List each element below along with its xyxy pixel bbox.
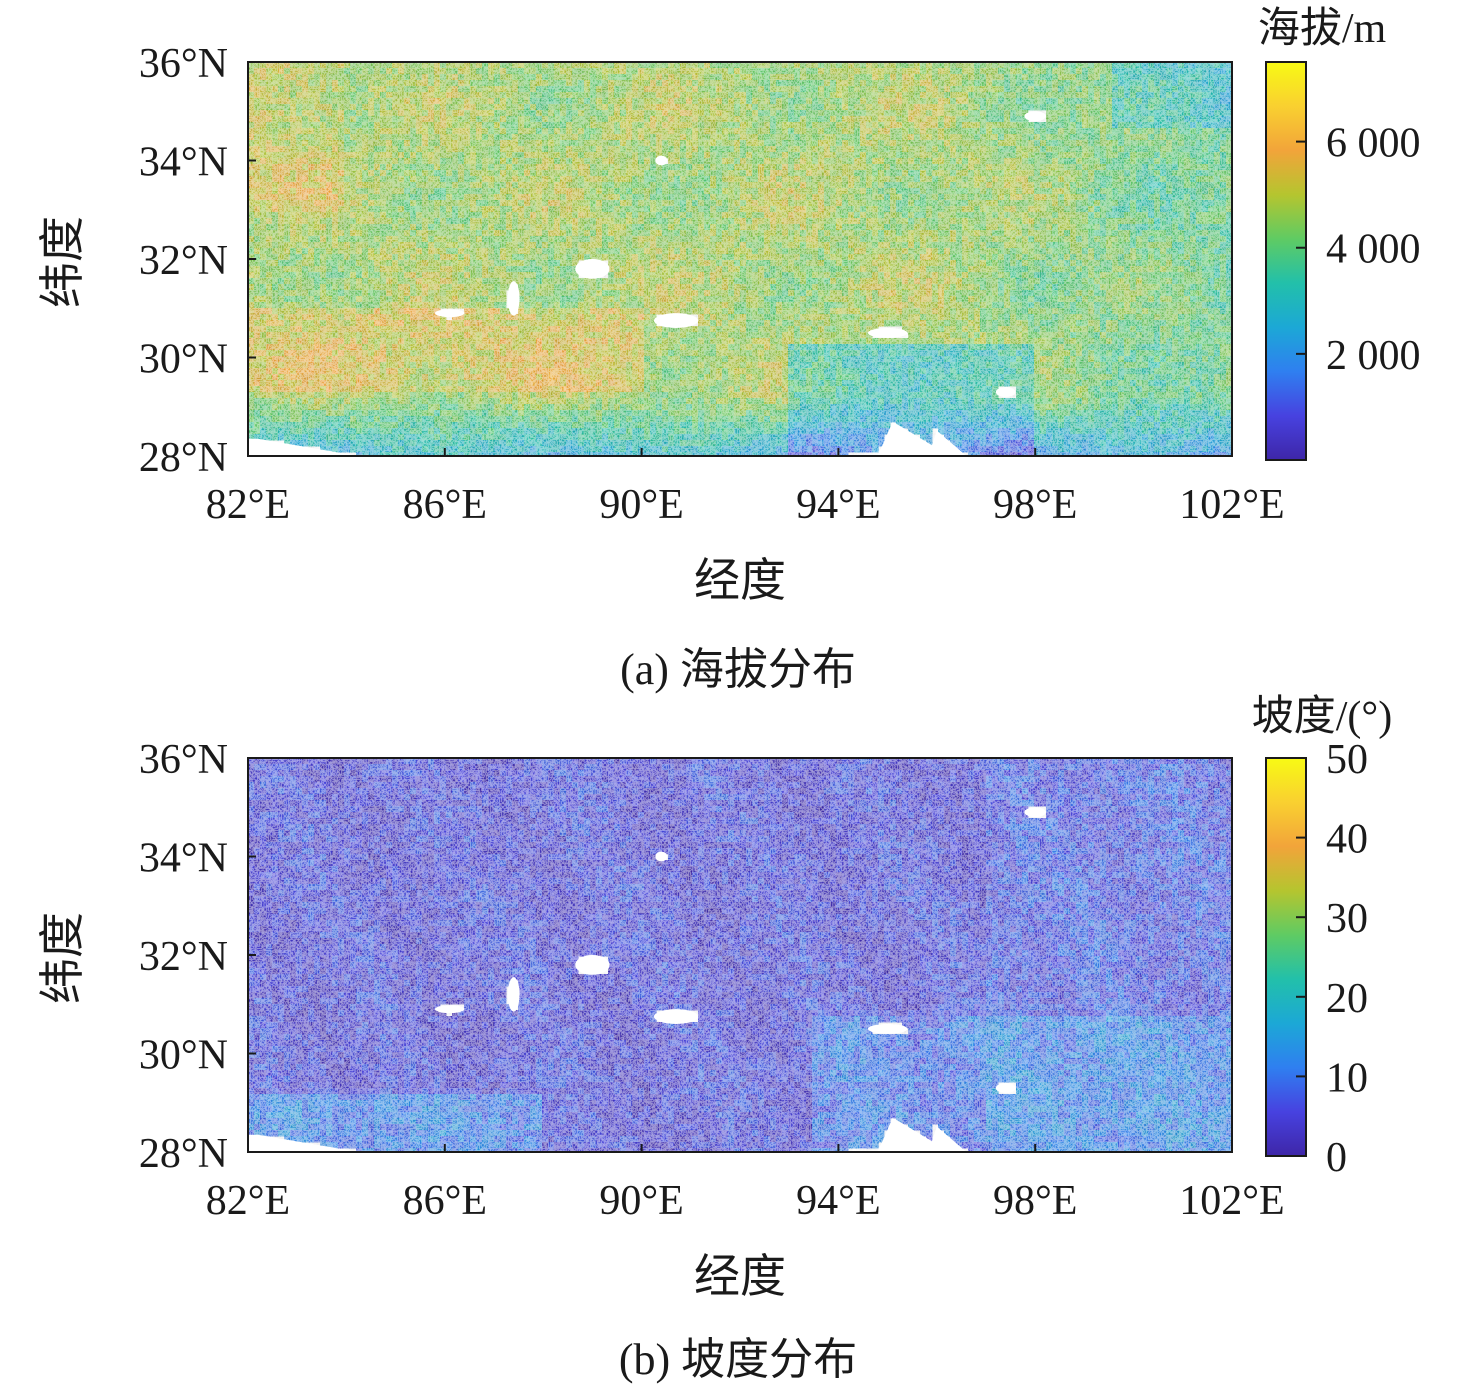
x-tick-label: 90°E (599, 1178, 683, 1224)
elevation-caption: (a) 海拔分布 (620, 645, 856, 694)
colorbar-tick-label: 50 (1326, 737, 1368, 783)
elevation-x-axis: 82°E 86°E 90°E 94°E 98°E 102°E (206, 448, 1285, 528)
y-tick-label: 30°N (139, 1033, 228, 1079)
elevation-map-panel: 82°E 86°E 90°E 94°E 98°E 102°E 28°N 30°N 32°N 34… (37, 6, 1421, 694)
slope-caption: (b) 坡度分布 (619, 1335, 857, 1384)
x-tick-label: 86°E (403, 1178, 487, 1224)
elevation-colorbar: 2 000 4 000 6 000 (1265, 61, 1421, 461)
y-tick-label: 30°N (139, 337, 228, 383)
x-tick-label: 94°E (796, 482, 880, 528)
y-tick-label: 36°N (139, 737, 228, 783)
x-tick-label: 82°E (206, 1178, 290, 1224)
y-tick-label: 34°N (139, 140, 228, 186)
slope-x-axis-title: 经度 (694, 1251, 786, 1302)
y-tick-label: 32°N (139, 238, 228, 284)
colorbar-tick-label: 20 (1326, 976, 1368, 1022)
slope-colorbar: 0 10 20 30 40 50 (1265, 737, 1368, 1181)
x-tick-label: 102°E (1179, 482, 1284, 528)
slope-map-panel: 82°E 86°E 90°E 94°E 98°E 102°E 28°N 30°N 32°N 34… (37, 694, 1392, 1384)
elevation-colorbar-title: 海拔/m (1258, 6, 1387, 52)
colorbar-tick-label: 6 000 (1326, 121, 1421, 167)
colorbar-tick-label: 10 (1326, 1055, 1368, 1101)
colorbar-tick-label: 4 000 (1326, 227, 1421, 273)
colorbar-tick-label: 2 000 (1326, 333, 1421, 379)
slope-map-raster (248, 758, 1232, 1152)
colorbar-tick-label: 30 (1326, 896, 1368, 942)
colorbar-gradient (1265, 757, 1307, 1157)
colorbar-tick-label: 40 (1326, 817, 1368, 863)
y-tick-label: 28°N (139, 1131, 228, 1177)
x-tick-label: 82°E (206, 482, 290, 528)
x-tick-label: 90°E (599, 482, 683, 528)
slope-colorbar-title: 坡度/(°) (1252, 694, 1392, 740)
y-tick-label: 34°N (139, 836, 228, 882)
slope-y-axis-title: 纬度 (37, 912, 88, 1004)
x-tick-label: 98°E (993, 482, 1077, 528)
elevation-map-raster (248, 62, 1232, 456)
y-tick-label: 32°N (139, 934, 228, 980)
x-tick-label: 98°E (993, 1178, 1077, 1224)
x-tick-label: 86°E (403, 482, 487, 528)
slope-x-axis: 82°E 86°E 90°E 94°E 98°E 102°E (206, 1144, 1285, 1224)
x-tick-label: 94°E (796, 1178, 880, 1224)
elevation-y-axis: 28°N 30°N 32°N 34°N 36°N (139, 41, 256, 481)
colorbar-tick-label: 0 (1326, 1135, 1347, 1181)
x-tick-label: 102°E (1179, 1178, 1284, 1224)
y-tick-label: 28°N (139, 435, 228, 481)
elevation-y-axis-title: 纬度 (37, 216, 88, 308)
elevation-x-axis-title: 经度 (694, 555, 786, 606)
y-tick-label: 36°N (139, 41, 228, 87)
colorbar-gradient (1265, 61, 1307, 461)
slope-y-axis: 28°N 30°N 32°N 34°N 36°N (139, 737, 256, 1177)
